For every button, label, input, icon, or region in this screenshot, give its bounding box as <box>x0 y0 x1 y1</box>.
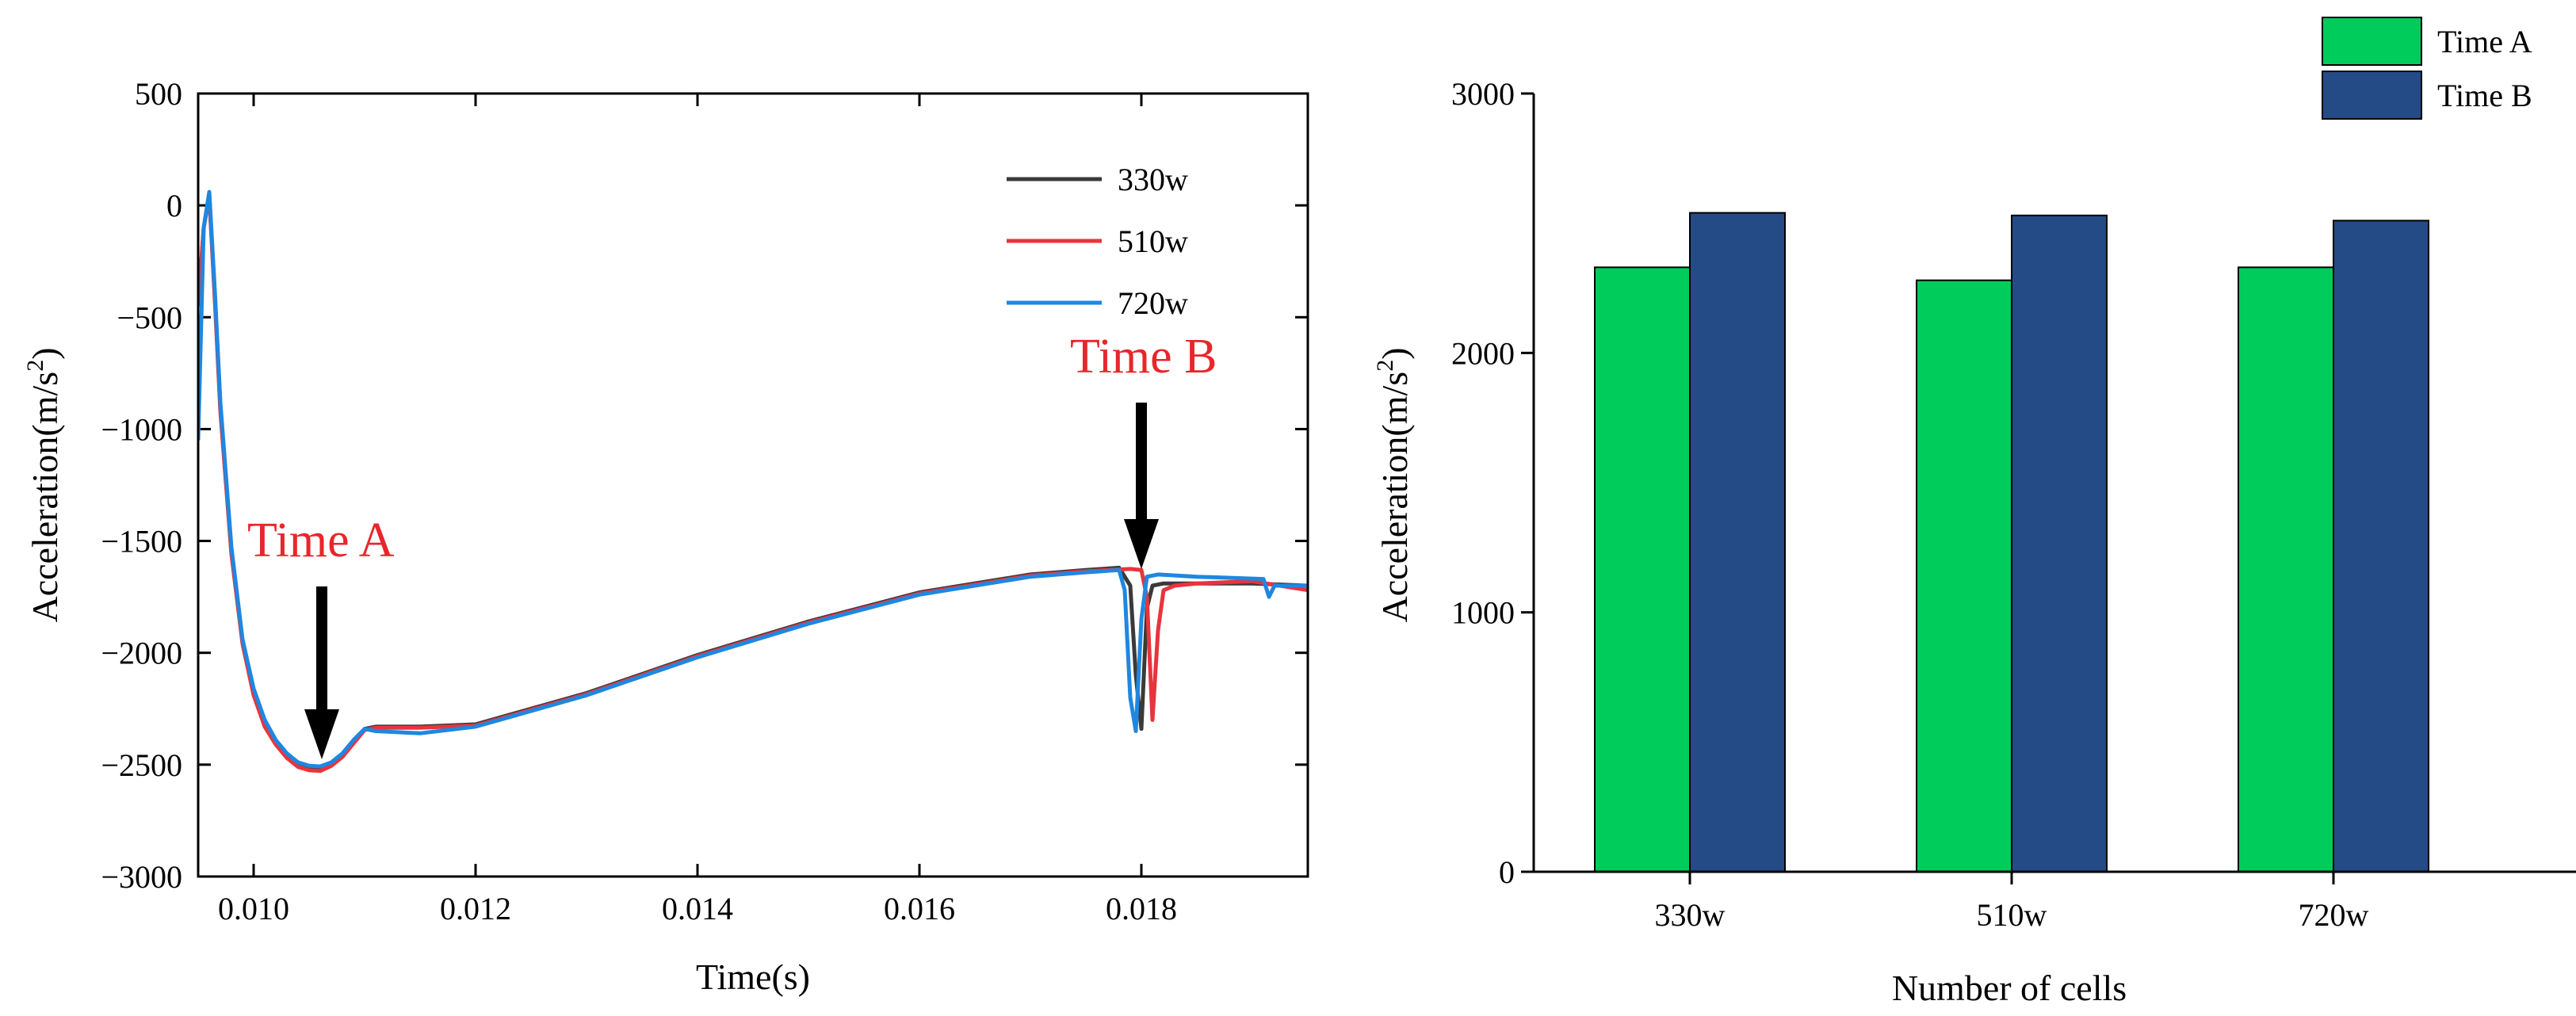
line-chart-legend: 330w 510w 720w <box>1007 162 1188 321</box>
bar-time-a-720w <box>2238 266 2334 873</box>
bar-chart-x-axis-label: Number of cells <box>1892 968 2127 1008</box>
annotation-time-a: Time A <box>247 514 395 567</box>
x-tick-label: 330w <box>1655 897 1726 933</box>
legend-label-time-a: Time A <box>2437 24 2532 59</box>
line-chart-series <box>198 189 1308 773</box>
x-tick-label: 0.012 <box>440 891 511 926</box>
line-chart-annotations: Time A Time B <box>247 330 1217 759</box>
x-tick-label: 0.018 <box>1106 891 1177 926</box>
y-tick-label: 0 <box>166 188 182 223</box>
bar-time-b-510w <box>2011 214 2108 873</box>
bar-chart-y-axis-label: Acceleration(m/s2) <box>1372 347 1415 622</box>
y-tick-label: −2000 <box>101 636 182 671</box>
y-tick-label: −3000 <box>101 859 182 895</box>
y-tick-label: 3000 <box>1451 76 1515 112</box>
x-tick-label: 0.014 <box>662 891 733 926</box>
line-chart-ticks: 0.010 0.012 0.014 0.016 0.018 500 0 −500 −1000 −1… <box>101 76 1308 926</box>
bar-time-b-330w <box>1689 212 1786 873</box>
y-tick-label: 500 <box>135 76 182 112</box>
bar-time-a-510w <box>1916 279 2012 873</box>
y-tick-label: −1000 <box>101 411 182 447</box>
y-tick-label: 2000 <box>1451 335 1515 371</box>
arrow-down-icon <box>304 586 339 759</box>
line-chart-x-axis-label: Time(s) <box>696 957 810 997</box>
bar-chart-ticks: 0 1000 2000 3000 330w 510w 720w <box>1451 76 2369 933</box>
x-tick-label: 0.016 <box>884 891 955 926</box>
bar-time-b-720w <box>2333 220 2429 873</box>
series-line-720w <box>198 189 1308 769</box>
bar-chart-bars <box>1594 212 2429 873</box>
legend-swatch-time-a <box>2322 17 2422 66</box>
arrow-down-icon <box>1124 403 1159 569</box>
x-tick-label: 0.010 <box>218 891 289 926</box>
x-tick-label: 720w <box>2299 897 2369 933</box>
bar-chart-legend: Time A Time B <box>2322 17 2532 120</box>
x-tick-label: 510w <box>1977 897 2047 933</box>
y-tick-label: 0 <box>1499 854 1515 890</box>
bar-time-a-330w <box>1594 266 1691 873</box>
legend-label-time-b: Time B <box>2437 78 2532 113</box>
legend-label-720w: 720w <box>1118 285 1188 321</box>
legend-swatch-time-b <box>2322 71 2422 120</box>
legend-label-330w: 330w <box>1118 162 1188 197</box>
line-chart-plot-frame <box>197 92 1309 878</box>
line-chart: 0.010 0.012 0.014 0.016 0.018 500 0 −500 −1000 −1… <box>22 76 1309 997</box>
y-tick-label: −1500 <box>101 524 182 560</box>
legend-label-510w: 510w <box>1118 223 1188 259</box>
y-tick-label: 1000 <box>1451 595 1515 631</box>
line-chart-y-axis-label: Acceleration(m/s2) <box>22 347 65 622</box>
y-tick-label: −500 <box>117 300 182 335</box>
annotation-time-b: Time B <box>1070 330 1217 384</box>
y-tick-label: −2500 <box>101 747 182 783</box>
